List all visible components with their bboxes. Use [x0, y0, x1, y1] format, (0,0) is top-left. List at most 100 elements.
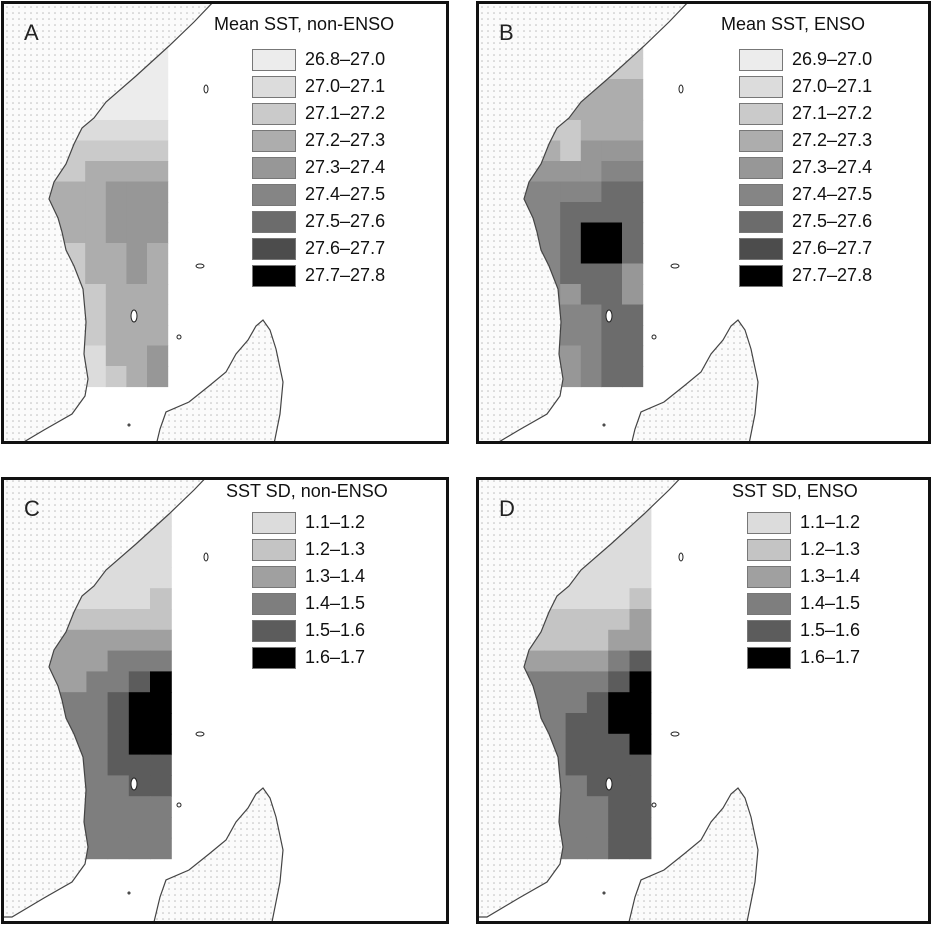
- legend-swatch: [252, 592, 296, 615]
- legend-item: 27.5–27.6: [739, 208, 872, 235]
- grid-cell: [560, 120, 582, 142]
- grid-cell: [544, 671, 567, 693]
- island: [176, 334, 182, 340]
- grid-cell: [608, 650, 631, 672]
- grid-cell: [608, 817, 631, 839]
- grid-cell: [586, 837, 609, 860]
- grid-cell: [601, 284, 623, 306]
- legend-swatch: [252, 48, 296, 71]
- grid-cell: [629, 775, 652, 797]
- grid-cell: [86, 754, 109, 776]
- grid-cell: [622, 140, 644, 162]
- island: [678, 552, 684, 562]
- grid-cell: [560, 202, 582, 224]
- legend-swatch: [739, 129, 783, 152]
- grid-cell: [128, 796, 151, 818]
- legend-title: Mean SST, ENSO: [721, 14, 866, 34]
- grid-cell: [565, 837, 588, 860]
- grid-cell: [601, 243, 623, 265]
- grid-cell: [565, 671, 588, 693]
- legend-item: 27.3–27.4: [739, 154, 872, 181]
- island: [605, 777, 613, 791]
- grid-cell: [128, 837, 151, 860]
- legend-item: 1.3–1.4: [747, 563, 860, 590]
- island: [678, 84, 684, 94]
- grid-cell: [65, 629, 87, 652]
- legend-item: 27.7–27.8: [252, 262, 385, 289]
- grid-cell: [105, 161, 127, 183]
- legend-item: 27.6–27.7: [739, 235, 872, 262]
- grid-cell: [565, 629, 588, 652]
- grid-cell: [105, 202, 127, 224]
- grid-cell: [86, 629, 109, 652]
- grid-cell: [105, 325, 127, 347]
- grid-cell: [107, 733, 130, 756]
- grid-cell: [150, 733, 172, 756]
- grid-cell: [128, 692, 151, 714]
- grid-cell: [105, 304, 127, 326]
- grid-cell: [126, 325, 148, 347]
- grid-cell: [580, 304, 602, 326]
- grid-cell: [580, 325, 602, 347]
- grid-cell: [107, 817, 130, 839]
- grid-cell: [86, 650, 109, 672]
- legend-swatch: [252, 237, 296, 260]
- legend-swatch: [739, 183, 783, 206]
- grid-cell: [629, 713, 652, 735]
- grid-cell: [150, 837, 172, 860]
- grid-cell: [107, 754, 130, 776]
- legend-swatch: [252, 210, 296, 233]
- grid-cell: [64, 161, 86, 183]
- grid-cell: [565, 609, 588, 631]
- africa-landmass: [4, 4, 213, 441]
- grid-cell: [107, 775, 130, 797]
- legend-label: 1.3–1.4: [800, 566, 861, 586]
- legend-label: 1.5–1.6: [800, 620, 861, 640]
- grid-cell: [565, 713, 588, 735]
- grid-cell: [150, 588, 172, 610]
- legend-item: 1.1–1.2: [747, 509, 860, 536]
- island: [670, 731, 680, 737]
- grid-cell: [107, 609, 130, 631]
- grid-cell: [128, 588, 151, 610]
- grid-cell: [565, 733, 588, 756]
- grid-cell: [580, 263, 602, 285]
- legend-swatch: [252, 75, 296, 98]
- grid-cell: [629, 525, 652, 548]
- legend-swatch: [739, 75, 783, 98]
- island: [203, 552, 209, 562]
- grid-cell: [107, 796, 130, 818]
- grid-cell: [86, 609, 109, 631]
- grid-cell: [105, 345, 127, 367]
- grid-cell: [126, 366, 148, 388]
- map-canvas: [479, 4, 759, 441]
- legend-swatch: [739, 48, 783, 71]
- grid-cell: [601, 366, 623, 388]
- grid-cell: [147, 99, 169, 121]
- grid-cell: [580, 243, 602, 265]
- grid-cell: [608, 609, 631, 631]
- grid-cell: [580, 366, 602, 388]
- legend-swatch: [252, 102, 296, 125]
- grid-cell: [601, 325, 623, 347]
- grid-cell: [601, 202, 623, 224]
- grid-cell: [150, 609, 172, 631]
- island: [130, 777, 138, 791]
- madagascar-landmass: [153, 787, 284, 921]
- map-panel-c: C SST SD, non-ENSO 1.1–1.2 1.2–1.3 1.3–1.4 1.…: [1, 477, 449, 924]
- grid-cell: [601, 99, 623, 121]
- grid-cell: [544, 650, 567, 672]
- grid-cell: [608, 775, 631, 797]
- legend-swatch: [252, 538, 296, 561]
- grid-cell: [147, 366, 169, 388]
- grid-cell: [560, 304, 582, 326]
- island: [605, 309, 613, 323]
- legend-swatch: [252, 129, 296, 152]
- grid-cell: [86, 817, 109, 839]
- legend-label: 27.3–27.4: [792, 157, 873, 177]
- grid-cell: [601, 140, 623, 162]
- island: [176, 802, 182, 808]
- grid-cell: [622, 304, 644, 326]
- legend-label: 27.7–27.8: [792, 265, 873, 285]
- grid-cell: [128, 629, 151, 652]
